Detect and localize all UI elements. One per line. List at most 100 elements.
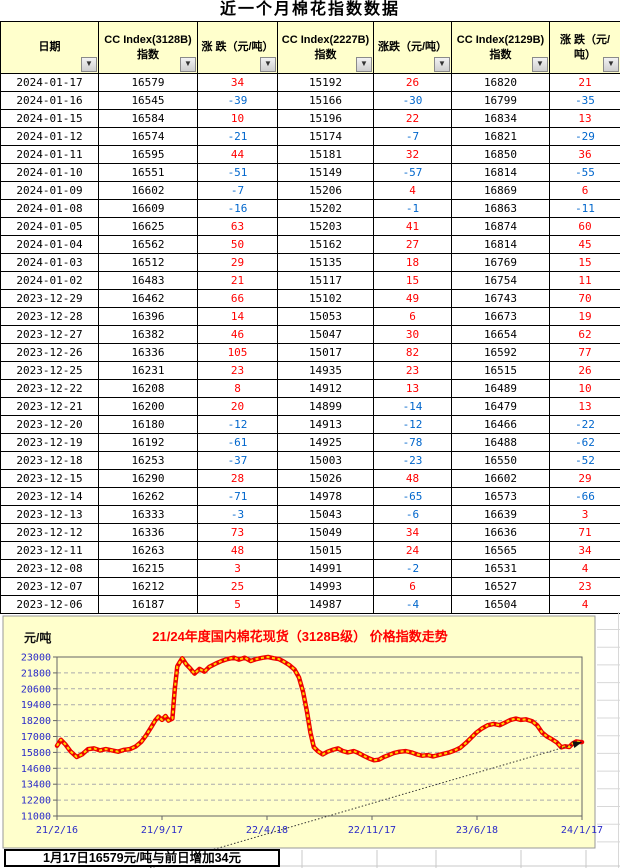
date-cell: 2023-12-11 [0,541,99,560]
change-2129b-cell: -55 [549,163,620,182]
index-2129b-cell: 16592 [451,343,550,362]
column-header-2: 涨 跌（元/吨） ▼ [197,21,278,74]
date-cell: 2024-01-11 [0,145,99,164]
table-row: 2023-12-12 16336 73 15049 34 16636 71 [0,523,620,542]
index-2227b-cell: 15117 [277,271,374,290]
date-cell: 2023-12-07 [0,577,99,596]
change-2227b-cell: 13 [373,379,452,398]
index-2227b-cell: 15102 [277,289,374,308]
date-cell: 2024-01-08 [0,199,99,218]
change-2129b-cell: -62 [549,433,620,452]
index-2129b-cell: 16531 [451,559,550,578]
change-2227b-cell: 6 [373,577,452,596]
change-3128b-cell: 3 [197,559,278,578]
index-2129b-cell: 16565 [451,541,550,560]
index-2129b-cell: 16602 [451,469,550,488]
change-2129b-cell: 3 [549,505,620,524]
index-2227b-cell: 15047 [277,325,374,344]
price-trend-chart: 11000 12200 13400 14600 15800 17000 18200 19400… [2,612,620,868]
change-2129b-cell: -29 [549,127,620,146]
y-axis-tick-label: 19400 [21,700,51,711]
x-axis-tick-label: 21/2/16 [36,825,78,836]
index-2129b-cell: 16639 [451,505,550,524]
date-cell: 2023-12-08 [0,559,99,578]
index-2129b-cell: 16673 [451,307,550,326]
change-2227b-cell: -57 [373,163,452,182]
x-axis-tick-label: 24/1/17 [561,825,603,836]
index-2227b-cell: 15135 [277,253,374,272]
index-2227b-cell: 15053 [277,307,374,326]
index-2227b-cell: 15049 [277,523,374,542]
change-2129b-cell: 36 [549,145,620,164]
change-2227b-cell: 24 [373,541,452,560]
change-2227b-cell: 27 [373,235,452,254]
column-header-label: CC Index(2227B) 指数 [281,34,370,61]
change-3128b-cell: -71 [197,487,278,506]
index-3128b-cell: 16336 [98,343,198,362]
table-row: 2023-12-13 16333 -3 15043 -6 16639 3 [0,505,620,524]
filter-dropdown-button[interactable]: ▼ [532,57,548,72]
table-row: 2023-12-28 16396 14 15053 6 16673 19 [0,307,620,326]
date-cell: 2024-01-12 [0,127,99,146]
index-3128b-cell: 16180 [98,415,198,434]
filter-dropdown-button[interactable]: ▼ [434,57,450,72]
change-2129b-cell: 29 [549,469,620,488]
cotton-index-table: 日期 ▼ CC Index(3128B) 指数 ▼ 涨 跌（元/吨） ▼ CC Index(… [0,21,620,614]
index-3128b-cell: 16382 [98,325,198,344]
y-axis-tick-label: 23000 [21,653,51,664]
column-header-label: 涨跌（元/吨） [377,41,448,54]
change-2227b-cell: -65 [373,487,452,506]
change-2227b-cell: 15 [373,271,452,290]
filter-dropdown-button[interactable]: ▼ [356,57,372,72]
index-2227b-cell: 14925 [277,433,374,452]
filter-dropdown-button[interactable]: ▼ [603,57,619,72]
index-2227b-cell: 15174 [277,127,374,146]
index-3128b-cell: 16187 [98,595,198,614]
table-row: 2023-12-25 16231 23 14935 23 16515 26 [0,361,620,380]
change-2129b-cell: 4 [549,559,620,578]
chart-y-axis-unit: 元/吨 [24,631,52,645]
index-2129b-cell: 16479 [451,397,550,416]
index-2227b-cell: 15017 [277,343,374,362]
change-2129b-cell: 10 [549,379,620,398]
index-3128b-cell: 16579 [98,73,198,92]
date-cell: 2024-01-03 [0,253,99,272]
change-2129b-cell: 15 [549,253,620,272]
change-2227b-cell: -14 [373,397,452,416]
table-row: 2023-12-21 16200 20 14899 -14 16479 13 [0,397,620,416]
change-3128b-cell: -3 [197,505,278,524]
change-2129b-cell: 6 [549,181,620,200]
change-2227b-cell: -30 [373,91,452,110]
table-body: 2024-01-17 16579 34 15192 26 16820 21 2024-01-1… [0,73,620,614]
index-2227b-cell: 15203 [277,217,374,236]
index-2129b-cell: 16799 [451,91,550,110]
index-2129b-cell: 16820 [451,73,550,92]
table-row: 2023-12-26 16336 105 15017 82 16592 77 [0,343,620,362]
y-axis-tick-label: 15800 [21,748,51,759]
index-3128b-cell: 16215 [98,559,198,578]
filter-dropdown-button[interactable]: ▼ [260,57,276,72]
change-3128b-cell: 73 [197,523,278,542]
date-cell: 2023-12-06 [0,595,99,614]
index-2129b-cell: 16550 [451,451,550,470]
date-cell: 2024-01-04 [0,235,99,254]
change-2129b-cell: 21 [549,73,620,92]
column-header-4: 涨跌（元/吨） ▼ [373,21,452,74]
index-3128b-cell: 16595 [98,145,198,164]
table-row: 2023-12-29 16462 66 15102 49 16743 70 [0,289,620,308]
date-cell: 2023-12-19 [0,433,99,452]
column-header-6: 涨 跌（元/吨） ▼ [549,21,620,74]
date-cell: 2024-01-05 [0,217,99,236]
y-axis-tick-label: 17000 [21,732,51,743]
index-3128b-cell: 16253 [98,451,198,470]
change-2227b-cell: -7 [373,127,452,146]
change-2129b-cell: 19 [549,307,620,326]
change-2129b-cell: 62 [549,325,620,344]
change-2129b-cell: -11 [549,199,620,218]
change-3128b-cell: -21 [197,127,278,146]
filter-dropdown-button[interactable]: ▼ [180,57,196,72]
filter-dropdown-button[interactable]: ▼ [81,57,97,72]
change-3128b-cell: 8 [197,379,278,398]
chart-background [2,615,596,849]
table-row: 2023-12-06 16187 5 14987 -4 16504 4 [0,595,620,614]
